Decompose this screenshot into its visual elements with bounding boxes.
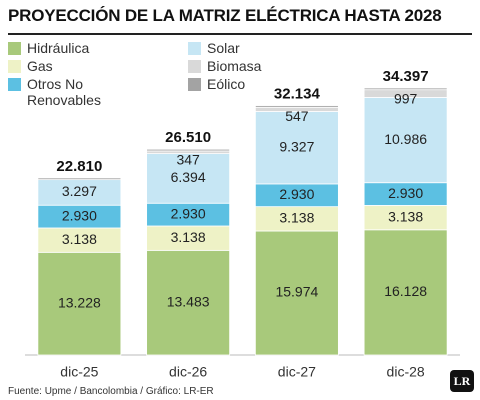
legend-label: Hidráulica — [27, 40, 90, 56]
bar-segment — [363, 87, 448, 91]
value-label: 3.138 — [171, 229, 206, 245]
value-label: 9.327 — [279, 138, 314, 154]
legend-label: Gas — [27, 58, 53, 74]
value-label: 10.986 — [384, 131, 427, 147]
logo: LR — [450, 370, 474, 392]
legend-item: Biomasa — [188, 58, 328, 76]
legend-label: Eólico — [207, 76, 246, 92]
chart-title: PROYECCIÓN DE LA MATRIZ ELÉCTRICA HASTA … — [8, 6, 442, 25]
value-label: 16.128 — [384, 283, 427, 299]
value-label: 2.930 — [388, 185, 423, 201]
legend-label: Solar — [207, 40, 240, 56]
bar-segment — [254, 105, 339, 108]
value-label: 997 — [394, 90, 418, 106]
value-label: 3.297 — [62, 183, 97, 199]
value-label: 347 — [176, 152, 200, 168]
value-label: 547 — [285, 108, 309, 124]
value-label: 3.138 — [388, 208, 423, 224]
legend-label: Otros No Renovables — [27, 76, 101, 108]
value-label: 13.483 — [167, 293, 210, 309]
x-tick-label: dic-28 — [387, 364, 425, 380]
bar-segment — [363, 97, 448, 184]
legend: Hidráulica Gas Otros No Renovables Solar Bio… — [8, 40, 328, 110]
value-label: 15.974 — [275, 284, 318, 300]
legend-item: Otros No Renovables — [8, 76, 188, 110]
bar-segment — [146, 225, 231, 251]
legend-label: Biomasa — [207, 58, 262, 74]
bar-segment — [37, 177, 122, 181]
bar-segment — [363, 229, 448, 356]
bar-segment — [146, 148, 231, 152]
bar-segment — [254, 111, 339, 185]
legend-swatch — [188, 42, 201, 55]
x-tick-label: dic-26 — [169, 364, 207, 380]
x-tick-label: dic-25 — [60, 364, 98, 380]
title-rule — [8, 33, 472, 35]
legend-swatch — [8, 60, 21, 73]
total-label: 32.134 — [274, 86, 321, 103]
source: Fuente: Upme / Bancolombia / Gráfico: LR… — [8, 386, 214, 397]
x-tick-label: dic-27 — [278, 364, 316, 380]
legend-swatch — [188, 60, 201, 73]
bar-segment — [254, 206, 339, 232]
bar-segment — [146, 249, 231, 356]
total-label: 34.397 — [383, 68, 429, 85]
legend-item: Hidráulica — [8, 40, 188, 58]
legend-item: Solar — [188, 40, 328, 58]
bar-segment — [37, 227, 122, 253]
value-label: 3.138 — [279, 210, 314, 226]
value-label: 3.138 — [62, 231, 97, 247]
value-label: 2.930 — [171, 205, 206, 221]
value-label: 6.394 — [171, 169, 206, 185]
legend-swatch — [8, 78, 21, 91]
value-label: 2.930 — [279, 186, 314, 202]
bar-segment — [254, 230, 339, 356]
total-label: 22.810 — [56, 158, 102, 175]
legend-swatch — [188, 78, 201, 91]
legend-item: Gas — [8, 58, 188, 76]
legend-swatch — [8, 42, 21, 55]
value-label: 2.930 — [62, 207, 97, 223]
bar-segment — [146, 153, 231, 204]
legend-item: Eólico — [188, 76, 328, 110]
total-label: 26.510 — [165, 129, 211, 146]
value-label: 13.228 — [58, 294, 101, 310]
bar-segment — [37, 251, 122, 356]
